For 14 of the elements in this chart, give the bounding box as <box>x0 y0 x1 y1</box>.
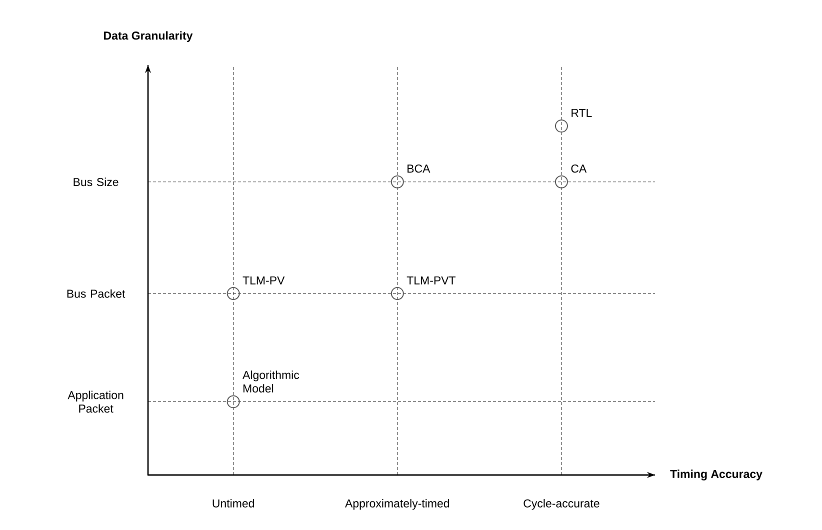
annotation: CA <box>571 164 587 173</box>
x-axis-title: Timing Accuracy <box>670 470 762 480</box>
x-tick-label: Cycle-accurate <box>524 499 600 510</box>
text: Data Granularity <box>104 31 193 42</box>
annotation: TLM-PVT <box>406 276 456 284</box>
annotation: Algorithmic Model <box>242 370 300 393</box>
annotation: RTL <box>572 108 592 117</box>
text: Bus Packet <box>67 289 126 298</box>
x-tick-label: Approximately-timed <box>345 499 450 510</box>
text: Bus Size <box>74 178 118 186</box>
text: Application Packet <box>68 390 124 413</box>
annotation: TLM-PV <box>242 276 285 284</box>
annotation: BCA <box>408 164 430 173</box>
x-tick-label: Untimed <box>212 499 254 508</box>
